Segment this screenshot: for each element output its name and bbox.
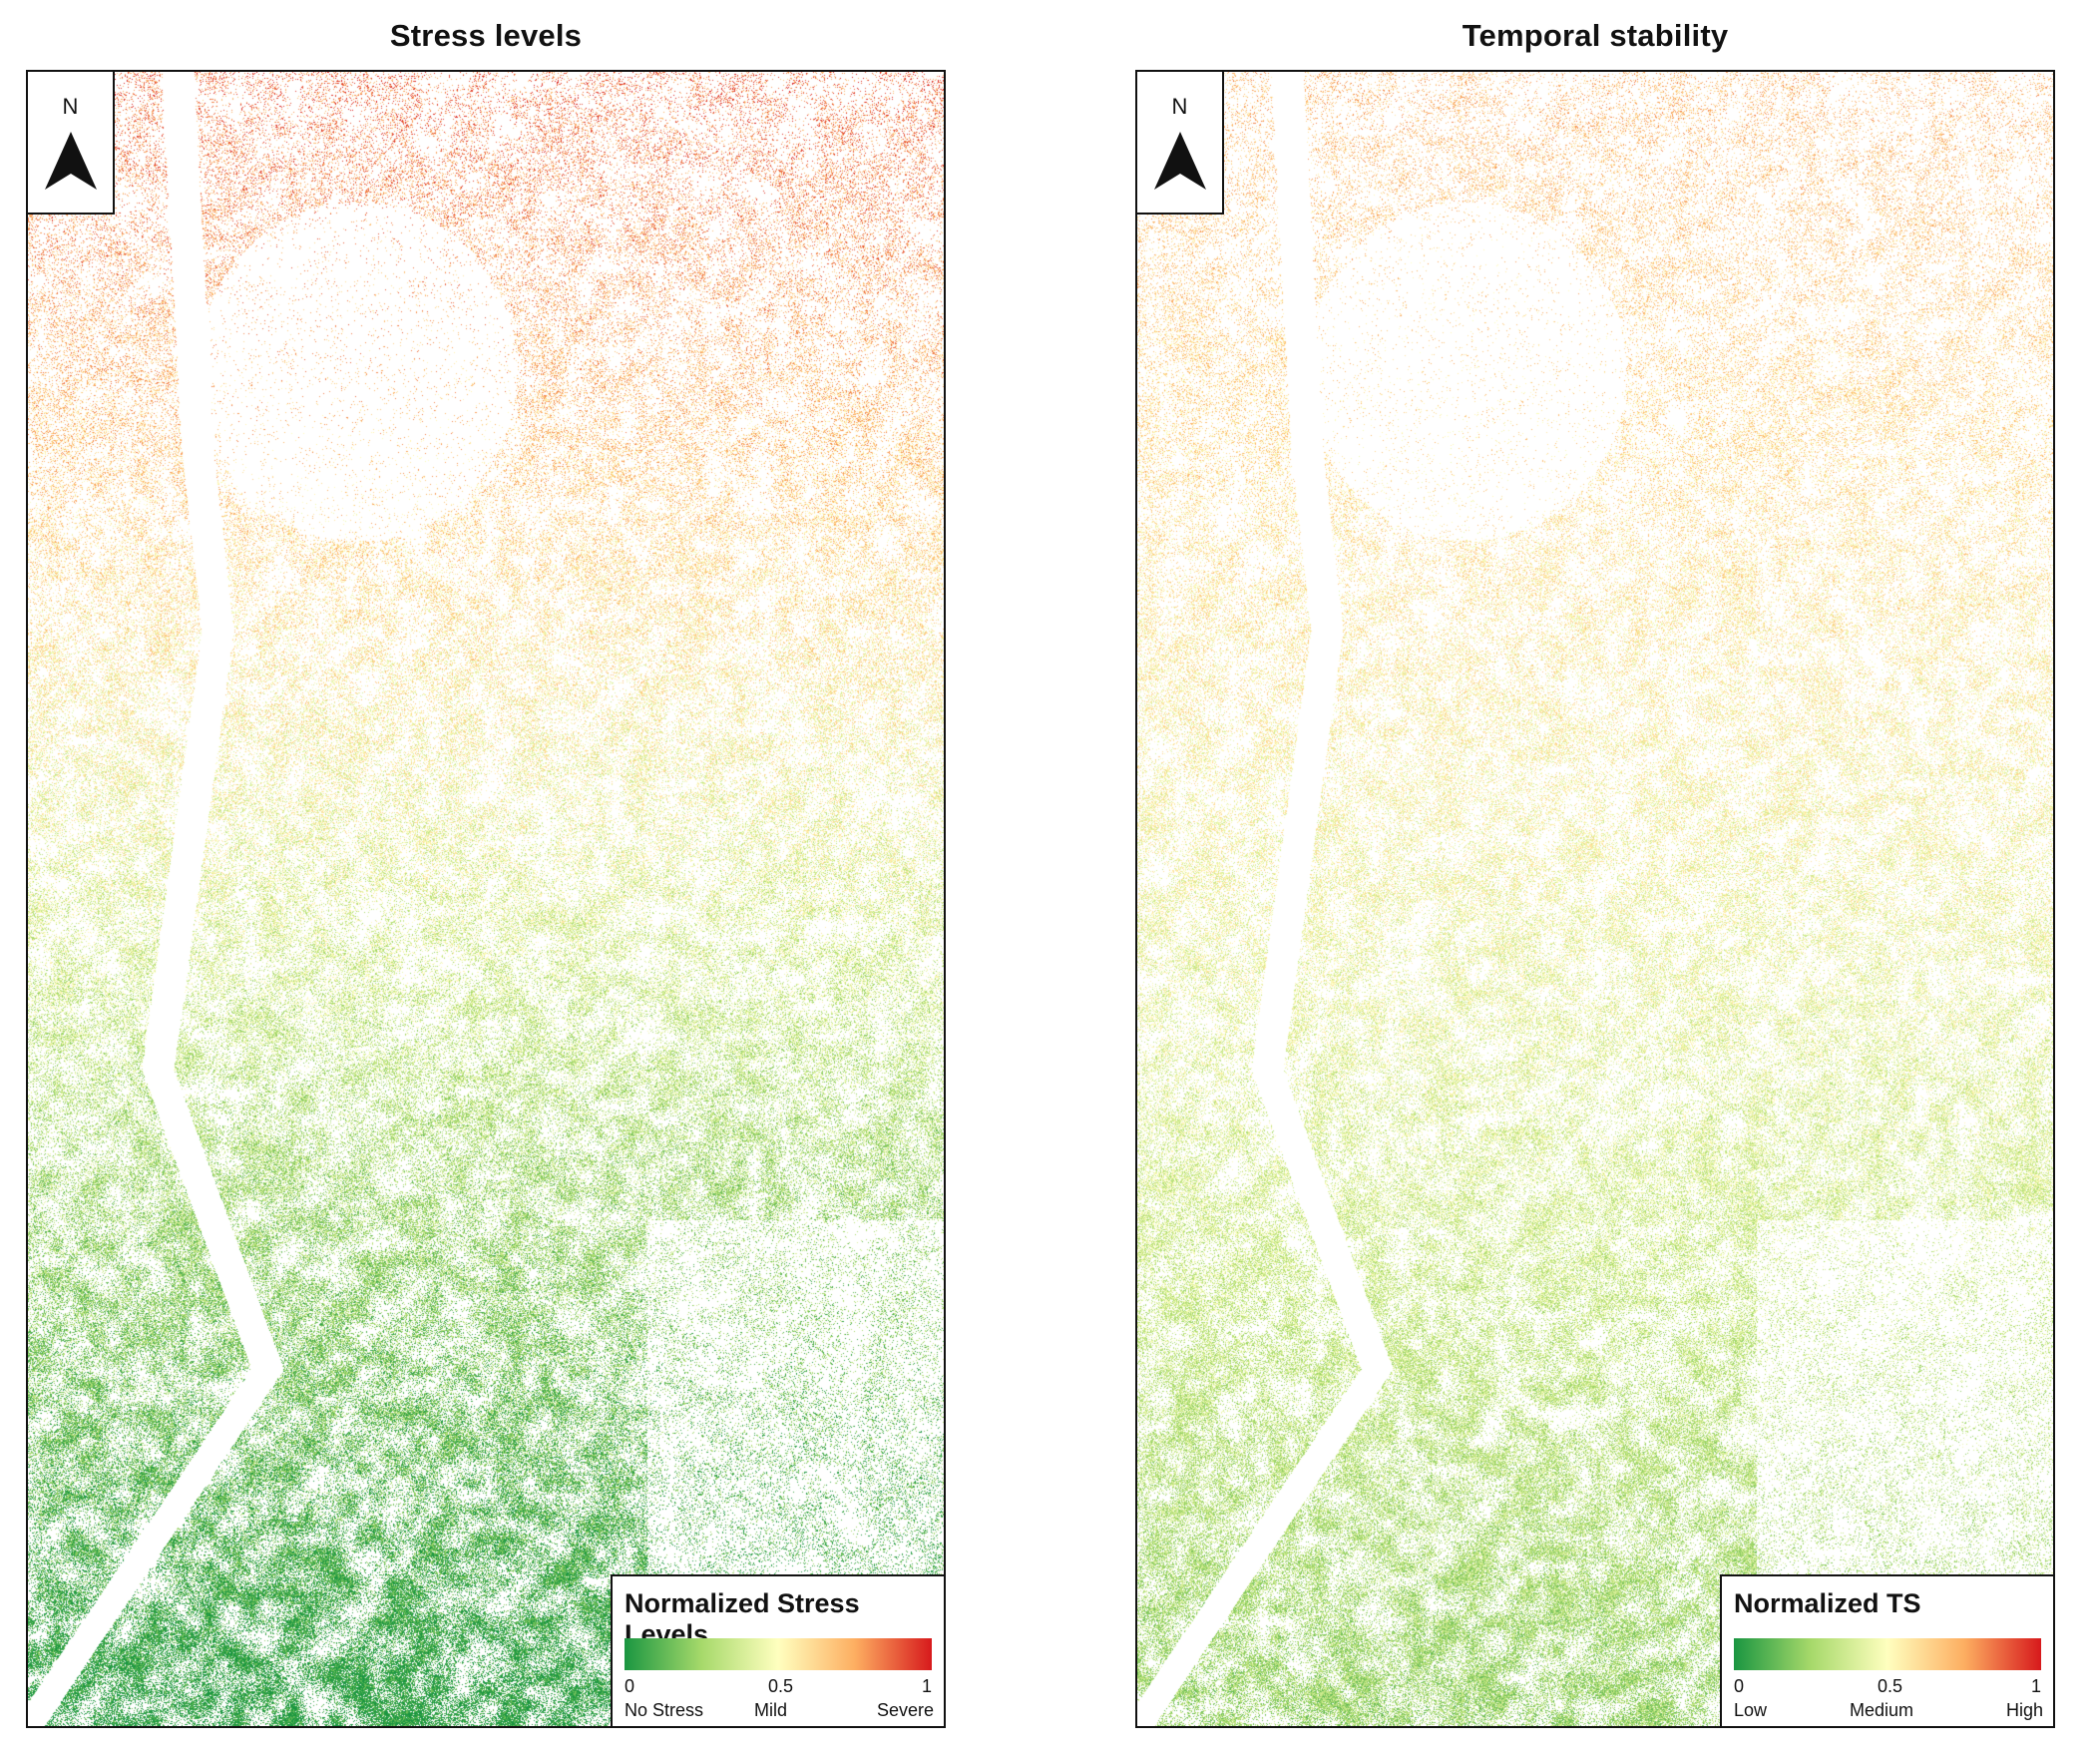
- legend-tick-max: 1: [2030, 1676, 2041, 1696]
- legend-title: Normalized TS: [1734, 1588, 1921, 1618]
- panel-title-stress: Stress levels: [389, 18, 583, 53]
- map-stress-levels[interactable]: N Normalized Stress Levels 0 0.5 1 No St…: [26, 70, 946, 1728]
- legend-color-ramp: [625, 1638, 932, 1670]
- legend-title: Normalized Stress Levels: [625, 1588, 860, 1649]
- legend-tick-min: 0: [625, 1676, 635, 1696]
- north-arrow-icon: [45, 132, 97, 190]
- legend-color-ramp: [1734, 1638, 2041, 1670]
- legend-tick-max: 1: [921, 1676, 932, 1696]
- legend-tick-mid: 0.5: [1878, 1676, 1903, 1696]
- legend-temporal: Normalized TS 0 0.5 1 Low Medium High: [1720, 1574, 2053, 1726]
- stress-raster: [28, 72, 944, 1726]
- legend-class-low: Low: [1734, 1700, 1768, 1720]
- north-arrow: N: [1137, 72, 1224, 215]
- legend-class-mid: Mild: [754, 1700, 788, 1720]
- north-label: N: [1171, 94, 1188, 119]
- panel-title-temporal: Temporal stability: [1462, 18, 1729, 53]
- legend-class-low: No Stress: [625, 1700, 704, 1720]
- north-arrow: N: [28, 72, 115, 215]
- legend-tick-min: 0: [1734, 1676, 1745, 1696]
- north-arrow-icon: [1154, 132, 1206, 190]
- legend-class-high: Severe: [876, 1700, 934, 1720]
- legend-stress: Normalized Stress Levels 0 0.5 1 No Stre…: [611, 1574, 944, 1726]
- legend-tick-mid: 0.5: [768, 1676, 794, 1696]
- legend-class-high: High: [2005, 1700, 2043, 1720]
- map-temporal-stability[interactable]: N Normalized TS 0 0.5 1 Low Medium High: [1135, 70, 2055, 1728]
- legend-class-mid: Medium: [1850, 1700, 1914, 1720]
- north-label: N: [62, 94, 79, 119]
- temporal-stability-raster: [1137, 72, 2053, 1726]
